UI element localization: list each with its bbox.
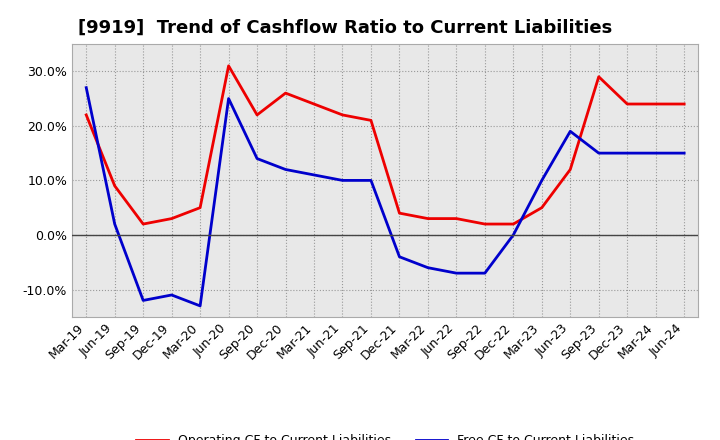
Free CF to Current Liabilities bbox=[225, 96, 233, 101]
Operating CF to Current Liabilities bbox=[310, 101, 318, 106]
Free CF to Current Liabilities bbox=[480, 271, 489, 276]
Free CF to Current Liabilities bbox=[167, 292, 176, 297]
Free CF to Current Liabilities bbox=[366, 178, 375, 183]
Free CF to Current Liabilities bbox=[196, 303, 204, 308]
Operating CF to Current Liabilities bbox=[167, 216, 176, 221]
Free CF to Current Liabilities bbox=[452, 271, 461, 276]
Operating CF to Current Liabilities bbox=[537, 205, 546, 210]
Operating CF to Current Liabilities bbox=[595, 74, 603, 79]
Operating CF to Current Liabilities bbox=[509, 221, 518, 227]
Operating CF to Current Liabilities bbox=[366, 118, 375, 123]
Free CF to Current Liabilities bbox=[623, 150, 631, 156]
Free CF to Current Liabilities bbox=[395, 254, 404, 260]
Free CF to Current Liabilities bbox=[537, 178, 546, 183]
Operating CF to Current Liabilities bbox=[652, 101, 660, 106]
Free CF to Current Liabilities bbox=[595, 150, 603, 156]
Operating CF to Current Liabilities bbox=[623, 101, 631, 106]
Operating CF to Current Liabilities bbox=[423, 216, 432, 221]
Operating CF to Current Liabilities bbox=[395, 210, 404, 216]
Line: Operating CF to Current Liabilities: Operating CF to Current Liabilities bbox=[86, 66, 684, 224]
Free CF to Current Liabilities bbox=[282, 167, 290, 172]
Operating CF to Current Liabilities bbox=[253, 112, 261, 117]
Free CF to Current Liabilities bbox=[253, 156, 261, 161]
Text: [9919]  Trend of Cashflow Ratio to Current Liabilities: [9919] Trend of Cashflow Ratio to Curren… bbox=[78, 19, 613, 37]
Operating CF to Current Liabilities bbox=[282, 91, 290, 96]
Free CF to Current Liabilities bbox=[680, 150, 688, 156]
Operating CF to Current Liabilities bbox=[139, 221, 148, 227]
Free CF to Current Liabilities bbox=[338, 178, 347, 183]
Operating CF to Current Liabilities bbox=[480, 221, 489, 227]
Operating CF to Current Liabilities bbox=[452, 216, 461, 221]
Free CF to Current Liabilities bbox=[82, 85, 91, 90]
Operating CF to Current Liabilities bbox=[110, 183, 119, 188]
Operating CF to Current Liabilities bbox=[338, 112, 347, 117]
Operating CF to Current Liabilities bbox=[82, 112, 91, 117]
Free CF to Current Liabilities bbox=[652, 150, 660, 156]
Free CF to Current Liabilities bbox=[423, 265, 432, 270]
Operating CF to Current Liabilities bbox=[680, 101, 688, 106]
Legend: Operating CF to Current Liabilities, Free CF to Current Liabilities: Operating CF to Current Liabilities, Fre… bbox=[131, 429, 639, 440]
Operating CF to Current Liabilities bbox=[225, 63, 233, 69]
Free CF to Current Liabilities bbox=[110, 221, 119, 227]
Operating CF to Current Liabilities bbox=[566, 167, 575, 172]
Free CF to Current Liabilities bbox=[139, 298, 148, 303]
Free CF to Current Liabilities bbox=[509, 232, 518, 238]
Operating CF to Current Liabilities bbox=[196, 205, 204, 210]
Free CF to Current Liabilities bbox=[566, 128, 575, 134]
Line: Free CF to Current Liabilities: Free CF to Current Liabilities bbox=[86, 88, 684, 306]
Free CF to Current Liabilities bbox=[310, 172, 318, 178]
